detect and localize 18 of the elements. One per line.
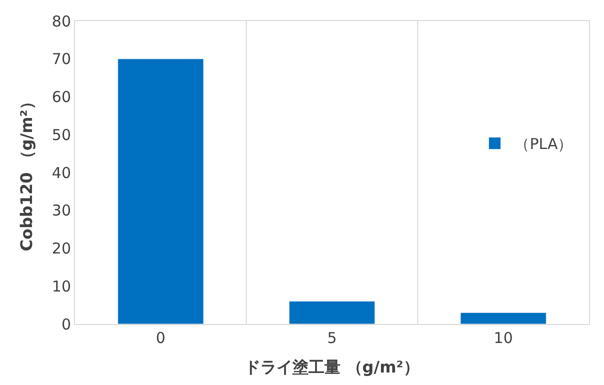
bar <box>460 312 546 324</box>
bar <box>288 301 376 324</box>
y-tick-label: 50 <box>52 126 71 144</box>
legend-label: （PLA） <box>514 135 573 154</box>
y-tick-label: 20 <box>52 240 71 258</box>
y-tick-label: 60 <box>52 88 71 106</box>
bar <box>118 58 204 324</box>
y-tick-label: 0 <box>61 315 71 334</box>
y-tick-label: 10 <box>52 277 71 296</box>
y-tick-label: 80 <box>52 12 71 30</box>
y-tick-label: 40 <box>52 164 71 182</box>
y-tick-label: 30 <box>52 202 71 220</box>
x-tick-label: 5 <box>327 329 337 347</box>
x-axis-title: ドライ塗工量 （g/m²） <box>244 358 420 377</box>
y-tick-label: 70 <box>52 50 71 68</box>
x-tick-label: 10 <box>494 329 513 347</box>
x-tick-label: 0 <box>156 329 166 347</box>
y-axis-title: Cobb120 （g/m²） <box>16 94 36 252</box>
